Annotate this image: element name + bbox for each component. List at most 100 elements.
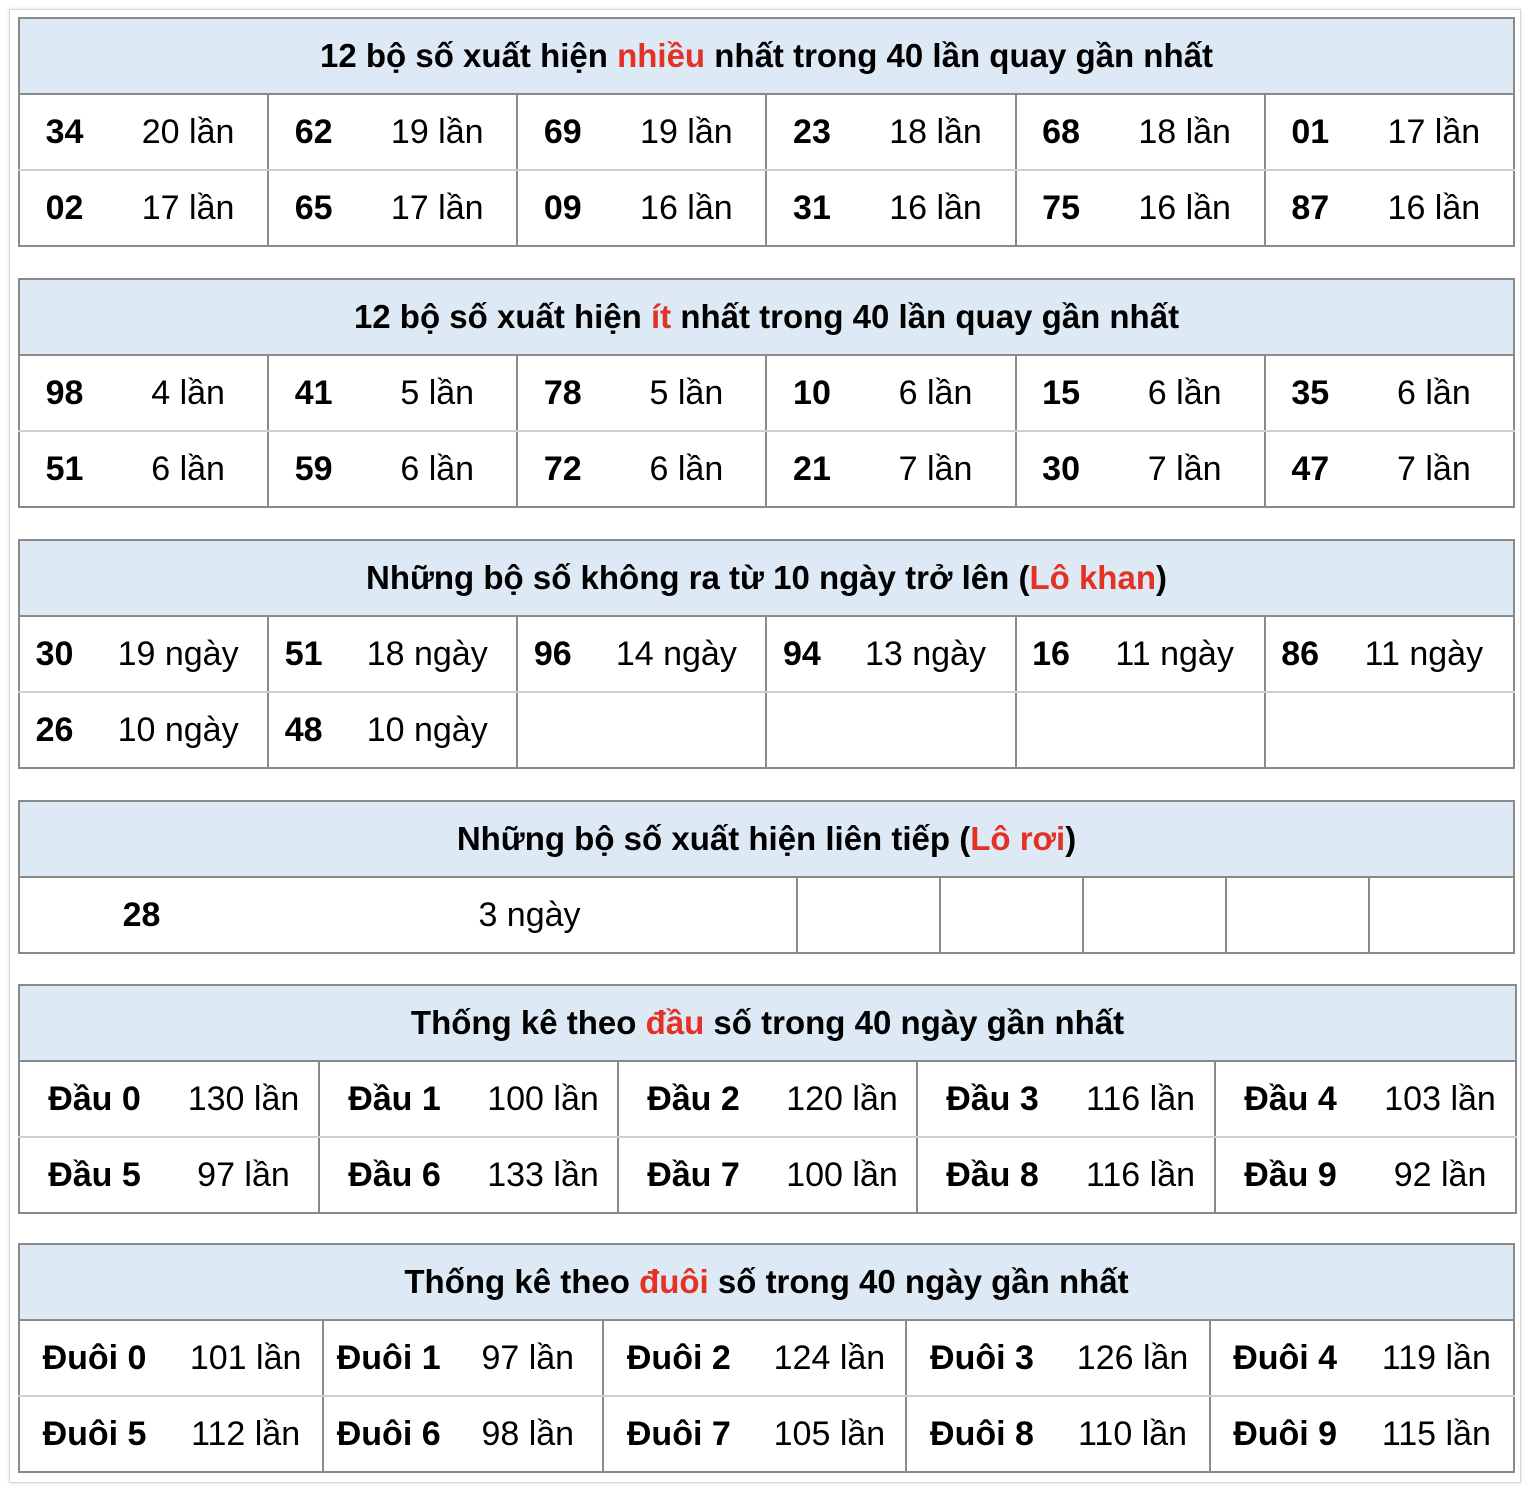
number-cell: 65 [267, 169, 359, 247]
number-cell: 68 [1014, 93, 1106, 171]
title-highlight: Lô rơi [970, 820, 1066, 857]
number-cell: Đầu 6 [318, 1136, 469, 1214]
table-row: Đầu 5 97 lần Đầu 6 133 lần Đầu 7 100 lần Đầu 8… [18, 1136, 1518, 1214]
number-cell [1014, 691, 1086, 769]
table-row: Đuôi 5 112 lần Đuôi 6 98 lần Đuôi 7 105 lần Đu… [17, 1395, 1516, 1473]
count-cell: 16 lần [1105, 169, 1266, 247]
title-prefix: 12 bộ số xuất hiện [353, 298, 652, 335]
title-suffix: ) [1065, 820, 1077, 857]
number-cell: 31 [765, 169, 857, 247]
number-cell: 47 [1263, 430, 1355, 508]
count-cell: 6 lần [1354, 354, 1516, 432]
number-cell: 78 [516, 354, 608, 432]
count-cell: 19 lần [358, 93, 519, 171]
count-cell: 105 lần [753, 1395, 908, 1473]
number-cell: 35 [1263, 354, 1355, 432]
number-cell: Đuôi 6 [322, 1395, 454, 1473]
number-cell: Đầu 8 [916, 1136, 1067, 1214]
number-cell [1263, 691, 1335, 769]
number-cell: Đầu 4 [1214, 1060, 1365, 1138]
count-cell: 16 lần [1354, 169, 1516, 247]
number-cell: Đuôi 3 [905, 1319, 1057, 1397]
number-cell: 34 [17, 93, 110, 171]
title-highlight: Lô khan [1029, 559, 1156, 596]
count-cell: 101 lần [169, 1319, 325, 1397]
section-title: Thống kê theo đuôi số trong 40 ngày gần … [18, 1243, 1515, 1321]
title-suffix: ) [1155, 559, 1167, 596]
table-row: Đuôi 0 101 lần Đuôi 1 97 lần Đuôi 2 124 lần Đu… [17, 1319, 1516, 1397]
number-cell: Đầu 9 [1214, 1136, 1365, 1214]
count-cell [1085, 691, 1266, 769]
count-cell: 6 lần [1105, 354, 1266, 432]
count-cell [836, 691, 1017, 769]
table-lo-roi: Những bộ số xuất hiện liên tiếp (Lô rơi)… [17, 800, 1516, 954]
count-cell: 19 lần [607, 93, 768, 171]
number-cell: Đuôi 5 [17, 1395, 170, 1473]
count-cell: 4 lần [109, 354, 270, 432]
count-cell: 130 lần [169, 1060, 320, 1138]
empty-cell [1367, 876, 1516, 954]
number-cell: 96 [516, 615, 588, 693]
table-lo-khan: Những bộ số không ra từ 10 ngày trở lên … [17, 539, 1516, 769]
section-title: 12 bộ số xuất hiện nhiều nhất trong 40 l… [18, 17, 1515, 95]
title-highlight: đầu [645, 1004, 705, 1041]
count-cell: 124 lần [753, 1319, 908, 1397]
count-cell: 7 lần [856, 430, 1017, 508]
table-row: 98 4 lần 41 5 lần 78 5 lần 10 6 lần 15 6 lần 35 6 l… [17, 354, 1516, 432]
count-cell: 115 lần [1359, 1395, 1516, 1473]
empty-cell [796, 876, 941, 954]
number-cell: 02 [17, 169, 110, 247]
number-cell: 75 [1014, 169, 1106, 247]
count-cell: 5 lần [607, 354, 768, 432]
number-cell: 28 [18, 876, 263, 954]
count-cell: 97 lần [169, 1136, 320, 1214]
number-cell: 41 [267, 354, 359, 432]
count-cell: 18 ngày [338, 615, 519, 693]
number-cell: 16 [1014, 615, 1086, 693]
count-cell: 133 lần [469, 1136, 619, 1214]
number-cell: Đầu 7 [617, 1136, 768, 1214]
section-title: 12 bộ số xuất hiện ít nhất trong 40 lần … [18, 278, 1515, 356]
count-cell: 6 lần [358, 430, 519, 508]
count-cell: 119 lần [1359, 1319, 1516, 1397]
count-cell: 10 ngày [89, 691, 270, 769]
number-cell: 30 [1014, 430, 1106, 508]
number-cell: Đuôi 4 [1208, 1319, 1360, 1397]
number-cell: 72 [516, 430, 608, 508]
number-cell: Đuôi 9 [1208, 1395, 1360, 1473]
count-cell: 116 lần [1067, 1136, 1216, 1214]
count-cell: 120 lần [768, 1060, 918, 1138]
count-cell: 18 lần [1105, 93, 1266, 171]
number-cell: 15 [1014, 354, 1106, 432]
title-suffix: nhất trong 40 lần quay gần nhất [671, 298, 1180, 335]
table-row: 26 10 ngày 48 10 ngày [17, 691, 1516, 769]
number-cell [765, 691, 837, 769]
title-highlight: đuôi [639, 1263, 709, 1300]
count-cell: 7 lần [1105, 430, 1266, 508]
count-cell: 16 lần [856, 169, 1017, 247]
count-cell: 19 ngày [89, 615, 270, 693]
number-cell: Đuôi 0 [17, 1319, 170, 1397]
number-cell: Đuôi 2 [602, 1319, 754, 1397]
count-cell: 116 lần [1067, 1060, 1216, 1138]
number-cell: Đầu 1 [318, 1060, 469, 1138]
count-cell [1334, 691, 1516, 769]
title-suffix: nhất trong 40 lần quay gần nhất [705, 37, 1213, 74]
number-cell: 30 [17, 615, 90, 693]
table-row: 51 6 lần 59 6 lần 72 6 lần 21 7 lần 30 7 lần 47 7 l… [17, 430, 1516, 508]
count-cell: 3 ngày [263, 876, 798, 954]
count-cell: 5 lần [358, 354, 519, 432]
number-cell: 01 [1263, 93, 1355, 171]
table-row: 34 20 lần 62 19 lần 69 19 lần 23 18 lần 68 18 lần… [17, 93, 1516, 171]
table-dau: Thống kê theo đầu số trong 40 ngày gần n… [17, 984, 1518, 1214]
number-cell: 48 [267, 691, 339, 769]
section-title: Những bộ số không ra từ 10 ngày trở lên … [18, 539, 1515, 617]
count-cell: 97 lần [453, 1319, 605, 1397]
count-cell: 17 lần [358, 169, 519, 247]
title-highlight: ít [651, 298, 672, 335]
number-cell: 62 [267, 93, 359, 171]
empty-cell [1225, 876, 1370, 954]
number-cell: Đầu 5 [18, 1136, 169, 1214]
count-cell: 103 lần [1365, 1060, 1518, 1138]
table-row: 28 3 ngày [18, 876, 1516, 954]
